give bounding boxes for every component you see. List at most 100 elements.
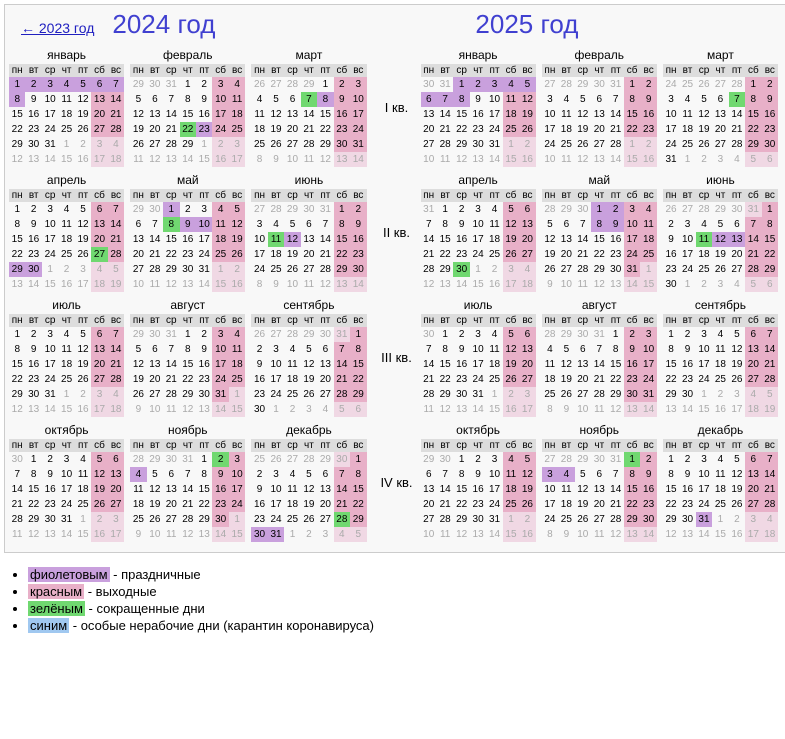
day-cell: 3 xyxy=(663,92,679,107)
day-cell: 30 xyxy=(607,262,623,277)
day-cell: 25 xyxy=(229,122,245,137)
day-cell: 2 xyxy=(251,467,267,482)
day-cell: 1 xyxy=(25,452,41,467)
weekday-header: вс xyxy=(229,189,245,202)
day-cell: 4 xyxy=(503,77,519,92)
day-cell: 14 xyxy=(575,232,591,247)
day-cell: 16 xyxy=(251,497,267,512)
month-name: июль xyxy=(9,298,124,312)
day-cell: 11 xyxy=(212,217,228,232)
day-cell: 10 xyxy=(470,342,486,357)
day-cell: 24 xyxy=(470,372,486,387)
day-cell: 20 xyxy=(317,372,333,387)
quarter-row: апрельпнвтсрчтптсбвс31123456789101112131… xyxy=(421,173,785,292)
month-name: апрель xyxy=(9,173,124,187)
day-cell: 4 xyxy=(317,402,333,417)
day-cell: 27 xyxy=(91,372,107,387)
day-cell: 16 xyxy=(640,152,656,167)
day-cell: 25 xyxy=(679,77,695,92)
day-cell: 8 xyxy=(663,467,679,482)
day-cell: 12 xyxy=(729,467,745,482)
day-cell: 4 xyxy=(108,387,124,402)
day-cell: 25 xyxy=(503,122,519,137)
day-cell: 13 xyxy=(25,402,41,417)
legend-item-green: зелёным - сокращенные дни xyxy=(28,601,781,616)
day-cell: 26 xyxy=(575,512,591,527)
day-cell: 29 xyxy=(453,137,469,152)
weekday-header: сб xyxy=(503,64,519,77)
day-cell: 9 xyxy=(453,342,469,357)
day-cell: 23 xyxy=(196,122,212,137)
day-cell: 29 xyxy=(350,387,366,402)
day-cell: 2 xyxy=(301,527,317,542)
day-cell: 1 xyxy=(268,402,284,417)
weekday-header: вт xyxy=(147,189,163,202)
day-cell: 1 xyxy=(334,202,350,217)
day-cell: 29 xyxy=(558,202,574,217)
day-cell: 12 xyxy=(575,482,591,497)
month-block: мартпнвтсрчтптсбвс2425262728123456789101… xyxy=(663,48,778,167)
day-cell: 1 xyxy=(696,387,712,402)
day-cell: 26 xyxy=(301,512,317,527)
day-cell: 7 xyxy=(163,342,179,357)
weekday-header: ср xyxy=(575,314,591,327)
day-cell: 20 xyxy=(91,357,107,372)
day-cell: 21 xyxy=(607,122,623,137)
day-cell: 29 xyxy=(180,387,196,402)
day-cell: 16 xyxy=(624,357,640,372)
day-cell: 1 xyxy=(762,202,778,217)
day-cell: 8 xyxy=(350,467,366,482)
day-cell: 7 xyxy=(575,217,591,232)
day-cell: 19 xyxy=(108,277,124,292)
day-cell: 16 xyxy=(25,107,41,122)
day-cell: 12 xyxy=(607,402,623,417)
day-cell: 9 xyxy=(251,357,267,372)
day-cell: 17 xyxy=(229,482,245,497)
day-cell: 6 xyxy=(421,467,437,482)
day-cell: 13 xyxy=(147,357,163,372)
day-cell: 11 xyxy=(147,277,163,292)
day-cell: 9 xyxy=(212,467,228,482)
day-cell: 10 xyxy=(542,152,558,167)
day-cell: 27 xyxy=(317,512,333,527)
day-cell: 9 xyxy=(679,342,695,357)
day-cell: 25 xyxy=(284,387,300,402)
day-cell: 18 xyxy=(58,107,74,122)
day-cell: 2 xyxy=(251,342,267,357)
day-cell: 28 xyxy=(607,137,623,152)
day-cell: 10 xyxy=(558,277,574,292)
day-cell: 3 xyxy=(108,512,124,527)
day-cell: 9 xyxy=(180,217,196,232)
day-cell: 1 xyxy=(350,452,366,467)
day-cell: 1 xyxy=(58,387,74,402)
weekday-header: пт xyxy=(486,314,502,327)
day-cell: 11 xyxy=(163,527,179,542)
day-cell: 25 xyxy=(712,372,728,387)
day-cell: 12 xyxy=(542,232,558,247)
day-cell: 14 xyxy=(9,482,25,497)
day-cell: 3 xyxy=(696,452,712,467)
day-cell: 29 xyxy=(9,262,25,277)
day-cell: 12 xyxy=(575,152,591,167)
day-cell: 7 xyxy=(745,217,761,232)
month-table: пнвтсрчтптсбвс26272829123456789101112131… xyxy=(251,64,366,167)
day-cell: 21 xyxy=(334,372,350,387)
month-table: пнвтсрчтптсбвс27282930311234567891011121… xyxy=(542,439,657,542)
day-cell: 8 xyxy=(624,467,640,482)
day-cell: 17 xyxy=(470,232,486,247)
weekday-header: вс xyxy=(519,189,535,202)
day-cell: 22 xyxy=(196,497,212,512)
day-cell: 2 xyxy=(679,327,695,342)
day-cell: 16 xyxy=(679,482,695,497)
day-cell: 30 xyxy=(421,327,437,342)
day-cell: 8 xyxy=(745,92,761,107)
day-cell: 19 xyxy=(762,402,778,417)
day-cell: 16 xyxy=(75,402,91,417)
prev-year-link[interactable]: ← 2023 год xyxy=(21,20,94,36)
day-cell: 3 xyxy=(679,217,695,232)
day-cell: 17 xyxy=(519,402,535,417)
day-cell: 1 xyxy=(503,512,519,527)
day-cell: 19 xyxy=(519,107,535,122)
day-cell: 27 xyxy=(421,137,437,152)
day-cell: 10 xyxy=(130,277,146,292)
